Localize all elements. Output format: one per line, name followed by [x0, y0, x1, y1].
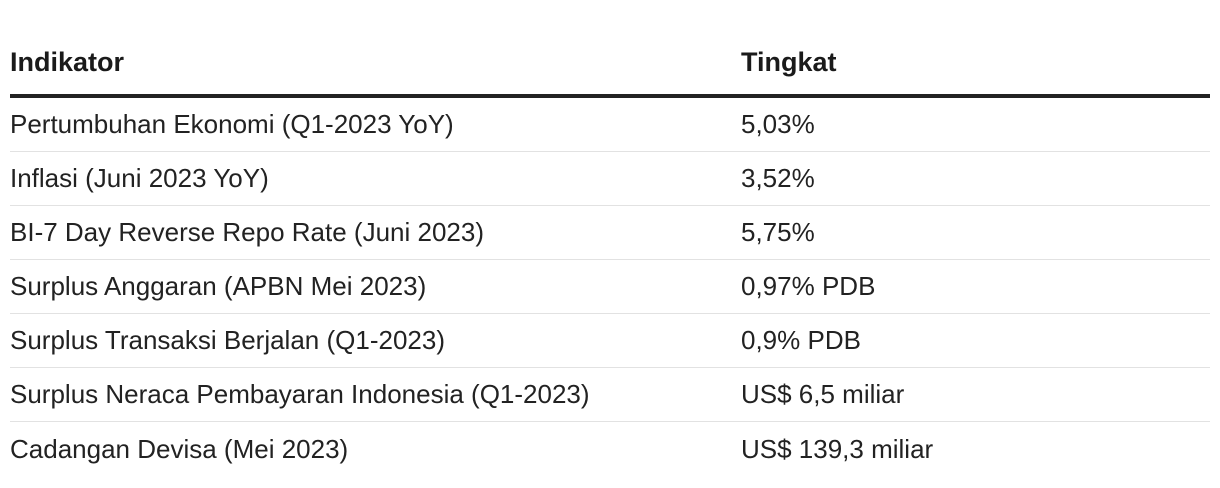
- value-cell: 0,97% PDB: [741, 271, 876, 301]
- value-cell: US$ 6,5 miliar: [741, 379, 905, 409]
- table-row: Pertumbuhan Ekonomi (Q1-2023 YoY) 5,03%: [10, 98, 1210, 152]
- indicator-cell: BI-7 Day Reverse Repo Rate (Juni 2023): [10, 217, 485, 247]
- table-row: Cadangan Devisa (Mei 2023) US$ 139,3 mil…: [10, 422, 1210, 476]
- value-cell: 5,03%: [741, 109, 815, 139]
- header-indikator: Indikator: [10, 46, 125, 77]
- indicator-cell: Inflasi (Juni 2023 YoY): [10, 163, 269, 193]
- value-cell: 5,75%: [741, 217, 815, 247]
- table-row: Surplus Neraca Pembayaran Indonesia (Q1-…: [10, 368, 1210, 422]
- value-cell: 0,9% PDB: [741, 325, 861, 355]
- table-header: Indikator Tingkat: [10, 40, 1210, 98]
- table-row: Inflasi (Juni 2023 YoY) 3,52%: [10, 152, 1210, 206]
- table-row: Surplus Transaksi Berjalan (Q1-2023) 0,9…: [10, 314, 1210, 368]
- value-cell: US$ 139,3 miliar: [741, 433, 934, 464]
- indicator-cell: Cadangan Devisa (Mei 2023): [10, 433, 349, 464]
- indicator-cell: Surplus Anggaran (APBN Mei 2023): [10, 271, 427, 301]
- value-cell: 3,52%: [741, 163, 815, 193]
- indicator-cell: Surplus Neraca Pembayaran Indonesia (Q1-…: [10, 379, 590, 409]
- table-row: BI-7 Day Reverse Repo Rate (Juni 2023) 5…: [10, 206, 1210, 260]
- indicator-table: Indikator Tingkat Pertumbuhan Ekonomi (Q…: [10, 40, 1210, 476]
- table-row: Surplus Anggaran (APBN Mei 2023) 0,97% P…: [10, 260, 1210, 314]
- indicator-cell: Pertumbuhan Ekonomi (Q1-2023 YoY): [10, 109, 454, 139]
- header-tingkat: Tingkat: [741, 46, 837, 77]
- indicator-cell: Surplus Transaksi Berjalan (Q1-2023): [10, 325, 445, 355]
